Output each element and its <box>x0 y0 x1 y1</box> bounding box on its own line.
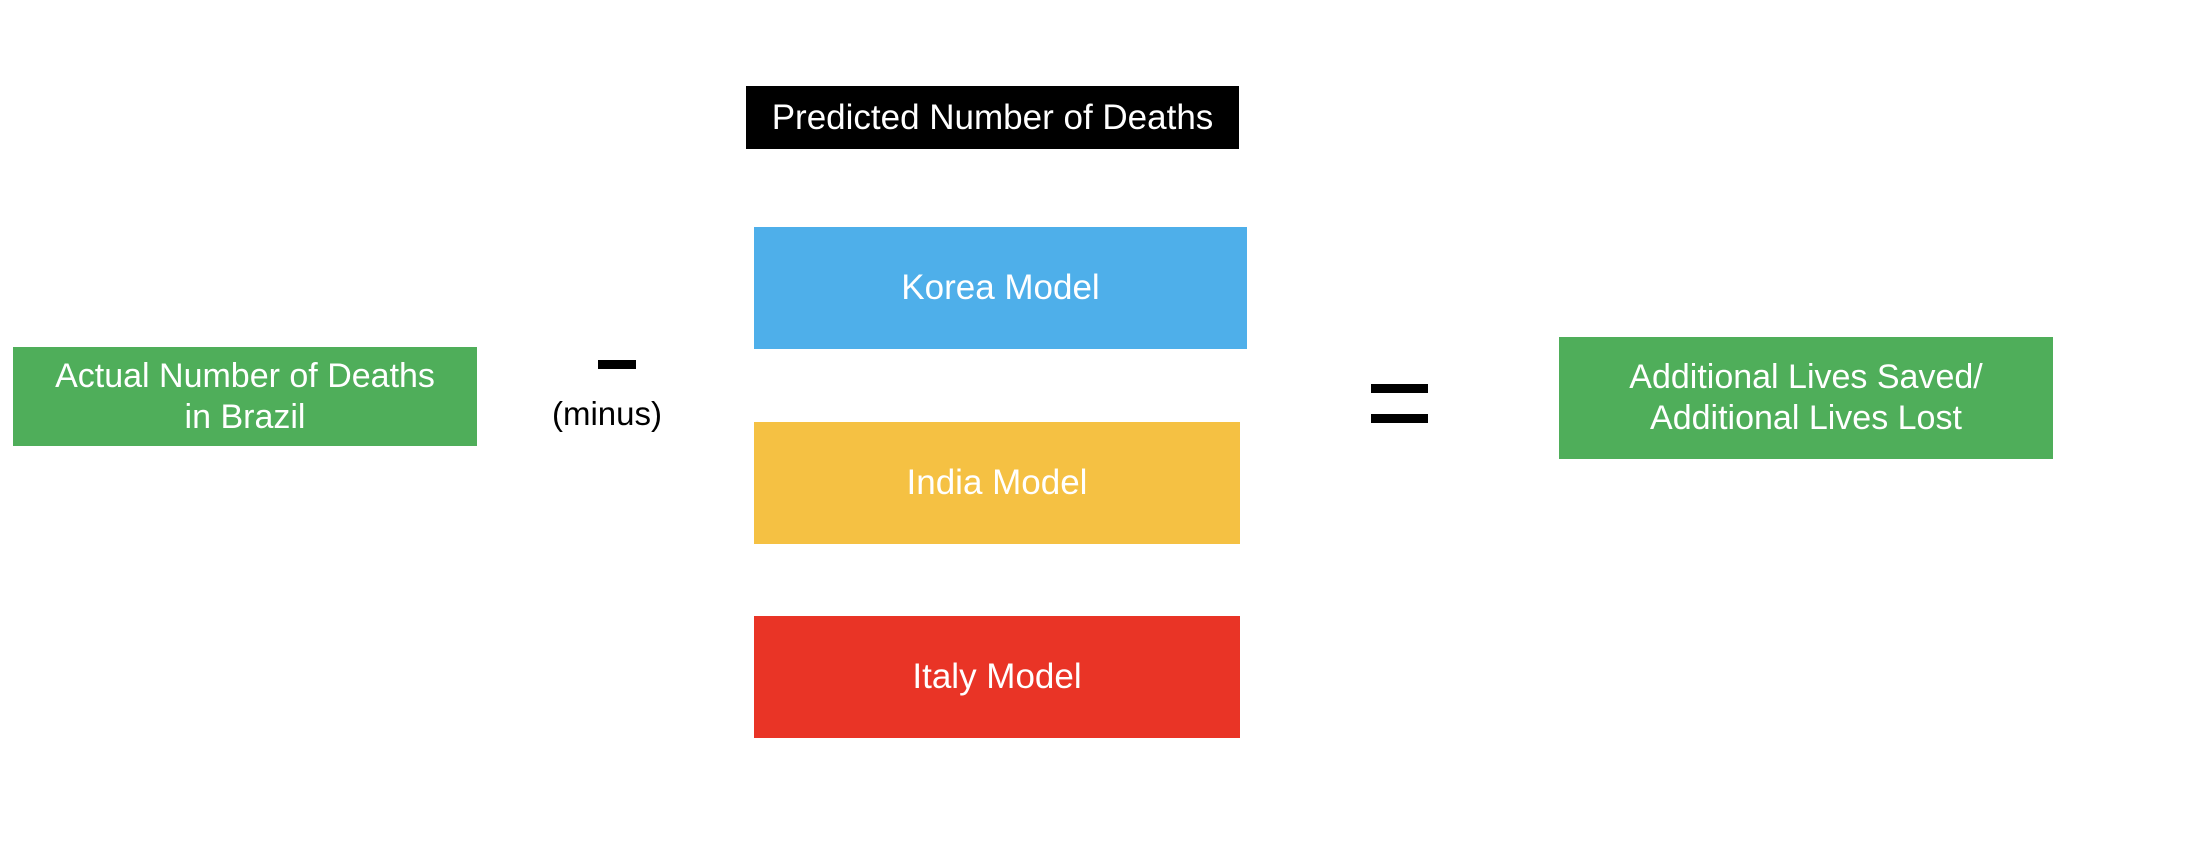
italy-model-label: Italy Model <box>912 657 1082 696</box>
result-label: Additional Lives Saved/ Additional Lives… <box>1629 358 1983 437</box>
minus-caption: (minus) <box>551 395 662 432</box>
equals-operator-bottom-bar <box>1371 414 1428 423</box>
minus-operator <box>598 360 636 369</box>
predicted-deaths-header: Predicted Number of Deaths <box>746 86 1239 149</box>
korea-model-box: Korea Model <box>754 227 1247 349</box>
italy-model-box: Italy Model <box>754 616 1240 738</box>
actual-deaths-box: Actual Number of Deaths in Brazil <box>13 347 477 446</box>
result-box: Additional Lives Saved/ Additional Lives… <box>1559 337 2053 459</box>
equals-operator-top-bar <box>1371 384 1428 393</box>
predicted-deaths-header-label: Predicted Number of Deaths <box>771 97 1214 137</box>
korea-model-label: Korea Model <box>901 268 1100 307</box>
india-model-label: India Model <box>906 463 1088 502</box>
actual-deaths-label: Actual Number of Deaths in Brazil <box>55 356 435 436</box>
india-model-box: India Model <box>754 422 1240 544</box>
